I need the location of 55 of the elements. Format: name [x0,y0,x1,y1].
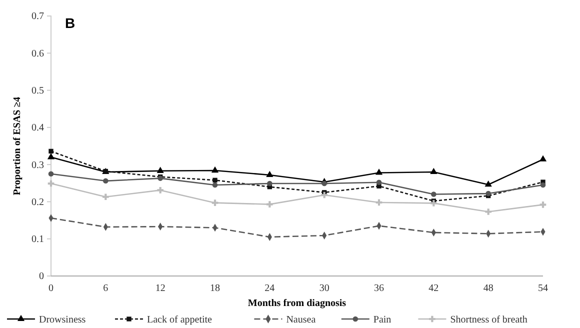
point [212,200,218,206]
point [211,166,219,173]
point [212,178,218,183]
y-tick-label: 0.3 [32,160,44,171]
point [376,180,382,186]
point [375,168,383,175]
point [430,168,438,174]
point [376,199,382,206]
point [540,202,546,208]
point [484,180,492,187]
point [539,155,547,162]
point [102,194,109,200]
chart-title: B [65,15,76,31]
point [156,166,164,173]
point [266,201,273,208]
x-tick-label: 36 [374,283,384,294]
y-tick-label: 0.1 [32,234,44,246]
x-tick-label: 48 [483,283,494,294]
point [431,192,436,197]
y-tick-label: 0 [39,271,44,282]
point [485,208,492,215]
point [48,148,54,154]
point [47,153,55,160]
legend-label: Drowsiness [39,314,86,326]
point [266,170,274,178]
y-tick-label: 0.6 [32,48,44,60]
x-tick-label: 24 [264,283,275,294]
point [48,180,54,187]
point [486,190,491,196]
legend-label: Shortness of breath [450,314,528,326]
point [430,200,437,206]
point [540,182,546,188]
point [212,182,218,188]
y-tick-label: 0.2 [32,196,44,208]
point [157,187,164,194]
x-tick-label: 0 [48,283,54,294]
x-tick-label: 42 [428,283,439,294]
point [48,171,54,176]
point [103,178,108,184]
x-tick-label: 18 [210,283,220,294]
point [322,180,327,186]
x-tick-label: 12 [155,283,166,294]
legend-label: Nausea [286,314,316,326]
y-tick-label: 0.7 [32,11,44,22]
x-tick-label: 6 [103,283,108,294]
point [321,192,328,198]
y-axis-title: Proportion of ESAS ≥4 [12,96,23,196]
y-tick-label: 0.5 [32,85,44,96]
y-tick-label: 0.4 [32,122,44,134]
x-tick-label: 54 [538,283,548,294]
legend-label: Pain [373,314,392,326]
legend-label: Lack of appetite [147,314,213,326]
point [267,180,272,186]
x-tick-label: 30 [319,283,330,294]
x-axis-title: Months from diagnosis [248,298,346,309]
